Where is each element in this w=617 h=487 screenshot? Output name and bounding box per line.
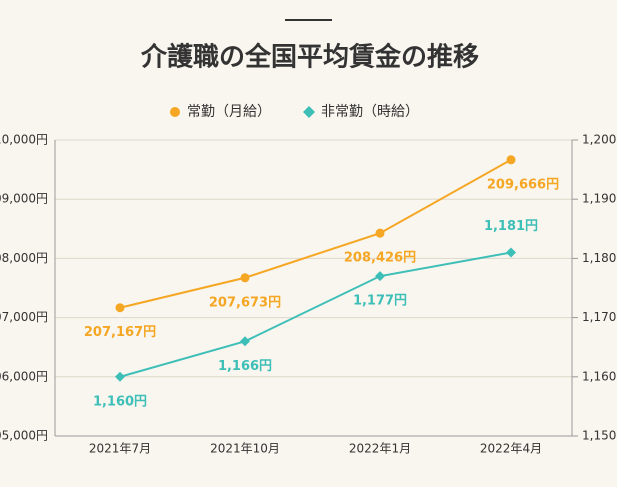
legend-marker bbox=[303, 106, 315, 118]
value-label: 208,426円 bbox=[344, 251, 416, 266]
point bbox=[375, 228, 385, 238]
chart-title: 介護職の全国平均賃金の推移 bbox=[140, 42, 479, 73]
y-tick-label: 207,000円 bbox=[0, 310, 48, 324]
legend-label: 常勤（月給） bbox=[187, 104, 271, 120]
x-tick-label: 2022年4月 bbox=[480, 442, 542, 456]
y-tick-label: 209,000円 bbox=[0, 192, 48, 206]
y2-tick-label: 1,150円 bbox=[582, 429, 617, 443]
legend-label: 非常勤（時給） bbox=[321, 104, 419, 120]
value-label: 207,167円 bbox=[84, 325, 156, 340]
point bbox=[240, 273, 250, 283]
value-label: 1,181円 bbox=[484, 219, 538, 234]
value-label: 1,177円 bbox=[353, 294, 407, 309]
y-tick-label: 208,000円 bbox=[0, 251, 48, 265]
y2-tick-label: 1,160円 bbox=[582, 369, 617, 383]
point bbox=[506, 247, 516, 258]
value-label: 1,160円 bbox=[93, 394, 147, 409]
y2-tick-label: 1,180円 bbox=[582, 251, 617, 265]
point bbox=[375, 271, 385, 282]
x-tick-label: 2021年7月 bbox=[89, 442, 151, 456]
value-label: 207,673円 bbox=[209, 295, 281, 310]
value-label: 1,166円 bbox=[218, 359, 272, 374]
y2-tick-label: 1,170円 bbox=[582, 310, 617, 324]
x-tick-label: 2022年1月 bbox=[349, 442, 411, 456]
y-tick-label: 206,000円 bbox=[0, 369, 48, 383]
y2-tick-label: 1,200円 bbox=[582, 133, 617, 147]
x-tick-label: 2021年10月 bbox=[210, 442, 280, 456]
series-line bbox=[119, 251, 512, 378]
y-tick-label: 205,000円 bbox=[0, 429, 48, 443]
value-label: 209,666円 bbox=[487, 177, 559, 192]
point bbox=[115, 371, 125, 382]
legend-marker bbox=[170, 107, 180, 117]
y2-tick-label: 1,190円 bbox=[582, 192, 617, 206]
series-line bbox=[119, 158, 512, 309]
point bbox=[506, 155, 516, 165]
y-tick-label: 210,000円 bbox=[0, 133, 48, 147]
point bbox=[115, 303, 125, 313]
point bbox=[240, 336, 250, 347]
